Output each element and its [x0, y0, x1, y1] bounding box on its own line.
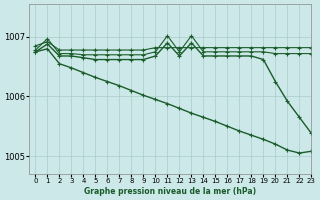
X-axis label: Graphe pression niveau de la mer (hPa): Graphe pression niveau de la mer (hPa): [84, 187, 257, 196]
